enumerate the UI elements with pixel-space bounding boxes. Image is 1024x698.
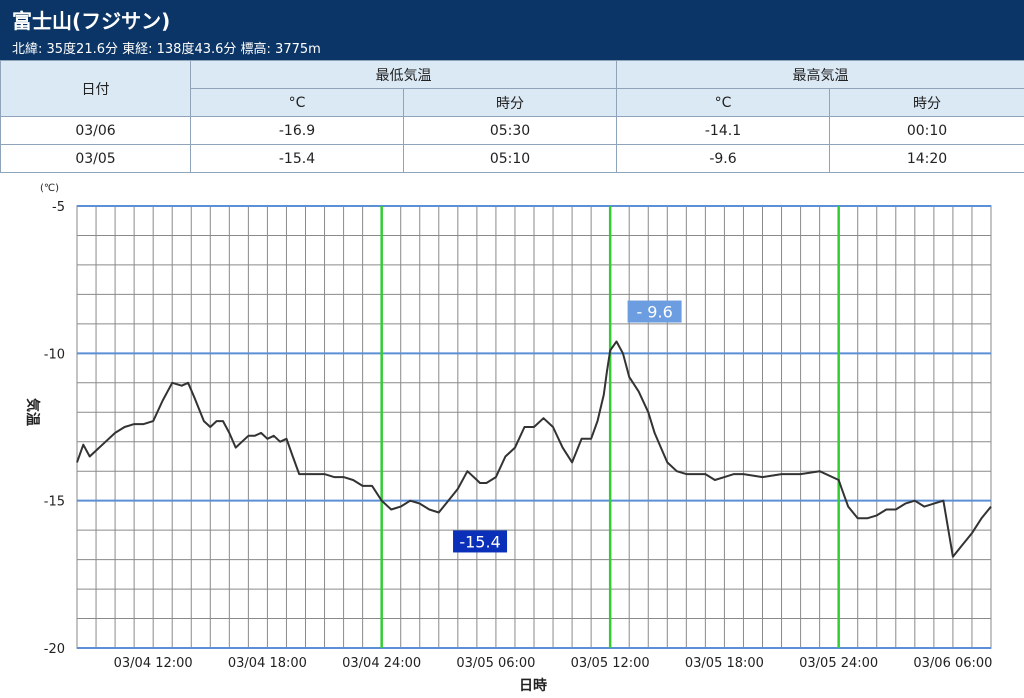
max-time-header: 時分: [829, 88, 1024, 117]
y-tick-label: -15: [44, 495, 65, 510]
table-row: 03/06 -16.9 05:30 -14.1 00:10: [0, 116, 1024, 145]
x-tick-label: 03/05 18:00: [685, 656, 764, 671]
row-min-temp: -15.4: [190, 144, 404, 173]
max-temp-unit-header: °C: [616, 88, 830, 117]
x-tick-label: 03/05 12:00: [571, 656, 650, 671]
row-max-time: 00:10: [829, 116, 1024, 145]
row-max-temp: -14.1: [616, 116, 830, 145]
x-axis-label: 日時: [519, 677, 547, 694]
x-tick-labels: 03/04 12:00 03/04 18:00 03/04 24:00 03/05 0…: [114, 656, 993, 671]
y-tick-label: -10: [44, 347, 65, 362]
date-column-header: 日付: [0, 60, 191, 117]
x-tick-label: 03/06 06:00: [913, 656, 992, 671]
row-date: 03/05: [0, 144, 191, 173]
day-boundary-lines: [380, 206, 840, 648]
x-tick-label: 03/04 24:00: [342, 656, 421, 671]
x-tick-label: 03/04 18:00: [228, 656, 307, 671]
temperature-series-line: [76, 340, 992, 558]
min-temp-unit-header: °C: [190, 88, 404, 117]
x-tick-label: 03/05 06:00: [456, 656, 535, 671]
min-temp-header: 最低気温: [190, 60, 617, 89]
station-name: 富士山(フジサン): [12, 9, 171, 33]
max-label-box: [627, 300, 682, 323]
min-label-box: [453, 530, 508, 553]
table-row: 03/05 -15.4 05:10 -9.6 14:20: [0, 144, 1024, 173]
row-min-temp: -16.9: [190, 116, 404, 145]
min-time-header: 時分: [403, 88, 617, 117]
row-min-time: 05:30: [403, 116, 617, 145]
y-unit-label: (℃): [40, 183, 59, 194]
station-coordinates: 北緯: 35度21.6分 東経: 138度43.6分 標高: 3775m: [12, 42, 321, 57]
row-max-time: 14:20: [829, 144, 1024, 173]
temperature-chart-svg: -5-10-15-20 03/04 12:00 03/04 18:00 03/04 …: [24, 183, 993, 694]
row-max-temp: -9.6: [616, 144, 830, 173]
min-value-label: -15.4: [459, 532, 500, 551]
station-header: 富士山(フジサン) 北緯: 35度21.6分 東経: 138度43.6分 標高:…: [0, 0, 1024, 60]
temperature-summary-table: 日付 最低気温 最高気温 °C 時分 °C 時分 03/06 -16.9 05:…: [0, 60, 1024, 173]
x-tick-label: 03/04 12:00: [114, 656, 193, 671]
y-tick-label: -20: [44, 642, 65, 657]
y-axis-label: 気温: [24, 398, 41, 426]
row-min-time: 05:10: [403, 144, 617, 173]
annotations: -15.4 - 9.6: [453, 300, 682, 553]
max-value-label: - 9.6: [636, 303, 672, 322]
temperature-chart: -5 -10 -15 -20 03/04 12:00 03/04 18:00 03/04 …: [0, 174, 1024, 698]
y-tick-labels: -5 -10 -15 -20: [44, 200, 65, 657]
max-temp-header: 最高気温: [616, 60, 1024, 89]
y-tick-label: -5: [52, 200, 65, 215]
x-tick-label: 03/05 24:00: [799, 656, 878, 671]
row-date: 03/06: [0, 116, 191, 145]
